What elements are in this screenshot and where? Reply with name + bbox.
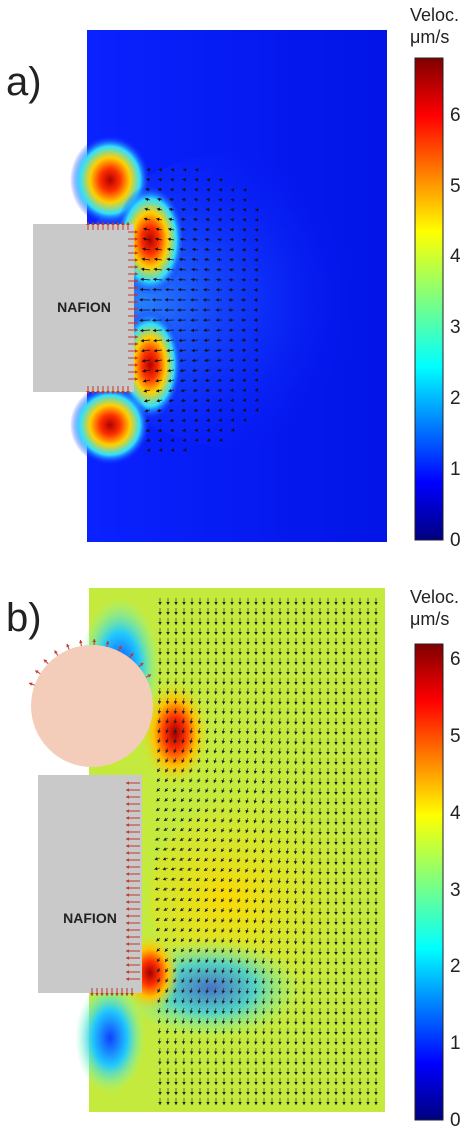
field-arrows-b	[154, 598, 378, 1105]
panel-label-a: a)	[6, 60, 42, 104]
colorbar-tick: 2	[450, 956, 461, 978]
colorbar-tick: 6	[450, 649, 461, 671]
nafion-label-b: NAFION	[63, 910, 117, 926]
colorbar-tick: 2	[450, 388, 461, 410]
colorbar-tick: 3	[450, 317, 461, 339]
colorbar-tick: 5	[450, 726, 461, 748]
nafion-membrane-a	[33, 224, 134, 392]
hotspot-a-4	[70, 385, 150, 465]
colorbar-tick: 5	[450, 175, 461, 197]
membrane-arrows-b	[28, 639, 152, 996]
colorbar-title-b: Veloc. μm/s	[410, 587, 460, 629]
gas-bubble-b	[31, 645, 153, 767]
colorbar-a	[414, 57, 444, 541]
velocity-field-plot-a: NAFION	[33, 30, 444, 542]
colorbar-tick: 1	[450, 1033, 461, 1055]
colorbar-tick: 0	[450, 530, 461, 551]
colorbar-tick: 6	[450, 104, 461, 126]
colorbar-tick: 4	[450, 246, 461, 268]
field-arrows-a	[139, 168, 259, 452]
panel-label-b: b)	[6, 596, 42, 640]
cool-region-b-3	[75, 983, 145, 1093]
panel-a: a) Veloc. μm/s	[0, 0, 474, 560]
velocity-field-plot-b: NAFION	[28, 588, 444, 1121]
colorbar-tick: 3	[450, 879, 461, 901]
nafion-membrane-b	[38, 775, 142, 993]
colorbar-tick: 4	[450, 802, 461, 824]
colorbar-tick: 1	[450, 459, 461, 481]
colorbar-tick: 0	[450, 1110, 461, 1131]
colorbar-title-a: Veloc. μm/s	[410, 5, 460, 47]
nafion-label-a: NAFION	[57, 299, 111, 315]
membrane-arrows-a	[86, 222, 138, 394]
colorbar-b	[414, 643, 444, 1121]
panel-b: b) Veloc. μm/s	[0, 568, 474, 1136]
